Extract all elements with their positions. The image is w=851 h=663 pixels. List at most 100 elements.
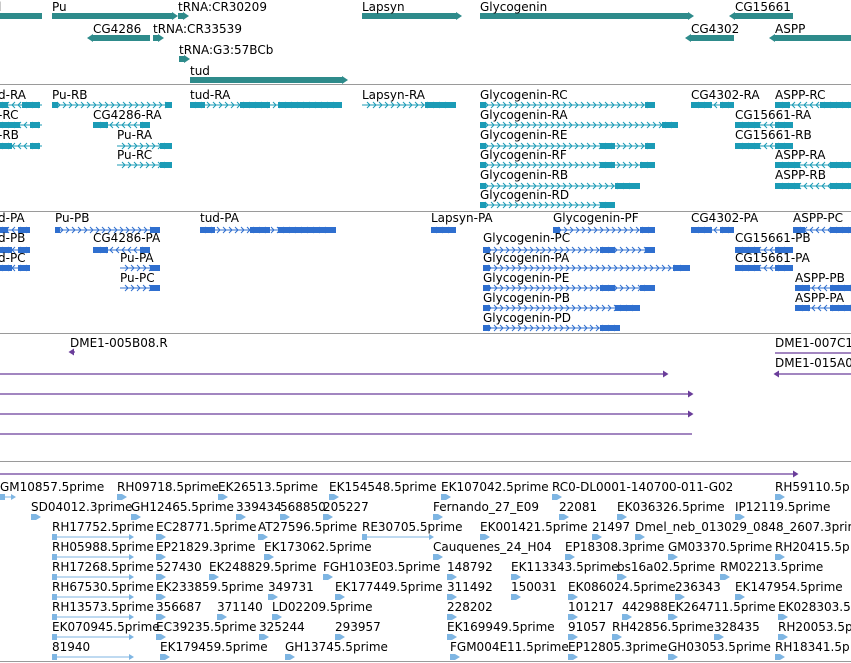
exon-block[interactable] — [600, 162, 615, 168]
feature-label[interactable]: RH17752.5prime — [52, 520, 154, 534]
exon-block[interactable] — [0, 122, 20, 128]
feature-label[interactable]: EP18308.3prime — [565, 540, 665, 554]
est-block[interactable] — [775, 654, 780, 660]
feature-label[interactable]: Glycogenin-RA — [480, 108, 568, 122]
exon-block[interactable] — [240, 102, 270, 108]
feature-label[interactable]: RH05988.5prime — [52, 540, 154, 554]
exon-block[interactable] — [600, 247, 615, 253]
exon-block[interactable] — [140, 122, 150, 128]
feature-label[interactable]: EK113343.5prime — [511, 560, 619, 574]
feature-label[interactable]: 101217 — [568, 600, 614, 614]
exon-block[interactable] — [18, 265, 30, 271]
exon-block[interactable] — [720, 227, 734, 233]
exon-block[interactable] — [480, 122, 486, 128]
feature-label[interactable]: Pu-RA — [117, 128, 153, 142]
est-block[interactable] — [323, 514, 328, 520]
feature-label[interactable]: CG15661-PA — [735, 251, 810, 265]
exon-block[interactable] — [600, 325, 620, 331]
exon-block[interactable] — [18, 247, 30, 253]
feature-label[interactable]: CG4302-RA — [691, 88, 760, 102]
feature-label[interactable]: EP12805.3prime — [568, 640, 668, 654]
feature-label[interactable]: AT27596.5prime — [258, 520, 358, 534]
feature-label[interactable]: 356687 — [156, 600, 202, 614]
est-block[interactable] — [272, 614, 277, 620]
feature-label[interactable]: Pu-RB — [52, 88, 88, 102]
est-block[interactable] — [362, 534, 367, 540]
exon-block[interactable] — [830, 285, 851, 291]
est-block[interactable] — [447, 634, 452, 640]
feature-label[interactable]: CG15661-PB — [735, 231, 811, 245]
feature-label[interactable]: d-RA — [0, 88, 27, 102]
exon-block[interactable] — [775, 143, 793, 149]
exon-block[interactable] — [425, 102, 456, 108]
exon-block[interactable] — [553, 227, 560, 233]
gene-bar[interactable] — [735, 13, 793, 19]
feature-label[interactable]: Glycogenin-PD — [483, 311, 572, 325]
est-block[interactable] — [156, 534, 161, 540]
est-block[interactable] — [52, 614, 57, 620]
exon-block[interactable] — [645, 102, 655, 108]
feature-label[interactable]: ASPP-PA — [795, 291, 845, 305]
feature-label[interactable]: Cauquenes_24_H04 — [433, 540, 552, 554]
exon-block[interactable] — [600, 285, 615, 291]
exon-block[interactable] — [165, 102, 172, 108]
feature-label[interactable]: Lapsyn-RA — [362, 88, 426, 102]
feature-label[interactable]: Pu-PB — [55, 211, 90, 225]
exon-block[interactable] — [640, 285, 655, 291]
feature-label[interactable]: Glycogenin-PC — [483, 231, 571, 245]
exon-block[interactable] — [645, 143, 655, 149]
feature-label[interactable]: 148792 — [447, 560, 493, 574]
exon-block[interactable] — [150, 227, 160, 233]
est-block[interactable] — [552, 494, 557, 500]
est-block[interactable] — [156, 574, 161, 580]
est-block[interactable] — [447, 594, 452, 600]
feature-label[interactable]: Glycogenin-RF — [480, 148, 567, 162]
exon-block[interactable] — [775, 183, 800, 189]
feature-label[interactable]: CG4302 — [691, 22, 740, 36]
exon-block[interactable] — [0, 227, 8, 233]
est-block[interactable] — [259, 634, 264, 640]
feature-label[interactable]: EK248829.5prime — [209, 560, 317, 574]
feature-label[interactable]: EC28771.5prime — [156, 520, 257, 534]
est-block[interactable] — [568, 614, 573, 620]
est-block[interactable] — [268, 594, 273, 600]
exon-block[interactable] — [735, 122, 760, 128]
feature-label[interactable]: l — [0, 1, 1, 14]
est-block[interactable] — [511, 574, 516, 580]
feature-label[interactable]: Pu — [52, 0, 67, 14]
est-block[interactable] — [52, 574, 57, 580]
exon-block[interactable] — [22, 102, 40, 108]
est-block[interactable] — [778, 634, 783, 640]
feature-label[interactable]: Dmel_neb_013029_0848_2607.3prim — [635, 520, 851, 534]
feature-label[interactable]: RC0-DL0001-140700-011-G02 — [552, 480, 734, 494]
est-block[interactable] — [52, 594, 57, 600]
feature-label[interactable]: Glycogenin-PE — [483, 271, 570, 285]
exon-block[interactable] — [160, 143, 172, 149]
exon-block[interactable] — [793, 227, 805, 233]
feature-label[interactable]: 293957 — [335, 620, 381, 634]
exon-block[interactable] — [30, 122, 40, 128]
exon-block[interactable] — [691, 102, 712, 108]
est-block[interactable] — [612, 634, 617, 640]
feature-label[interactable]: 21497 — [592, 520, 631, 534]
feature-label[interactable]: RH20415.5p — [775, 540, 850, 554]
gene-bar[interactable] — [362, 13, 456, 19]
exon-block[interactable] — [735, 247, 760, 253]
feature-label[interactable]: DME1-007C1 — [775, 336, 851, 350]
exon-block[interactable] — [93, 122, 108, 128]
feature-label[interactable]: -RC — [0, 108, 19, 122]
feature-label[interactable]: RM02213.5prime — [720, 560, 824, 574]
exon-block[interactable] — [775, 102, 790, 108]
feature-label[interactable]: EK173062.5prime — [264, 540, 372, 554]
est-block[interactable] — [280, 514, 285, 520]
feature-label[interactable]: EK169949.5prime — [447, 620, 555, 634]
feature-label[interactable]: 22081 — [559, 500, 598, 514]
feature-label[interactable]: EP21829.3prime — [156, 540, 256, 554]
feature-label[interactable]: Glycogenin-RC — [480, 88, 568, 102]
exon-block[interactable] — [483, 247, 490, 253]
est-block[interactable] — [441, 494, 446, 500]
exon-block[interactable] — [431, 227, 456, 233]
feature-label[interactable]: Fernando_27_E09 — [433, 500, 539, 514]
exon-block[interactable] — [480, 162, 486, 168]
feature-label[interactable]: ASPP-PB — [795, 271, 845, 285]
